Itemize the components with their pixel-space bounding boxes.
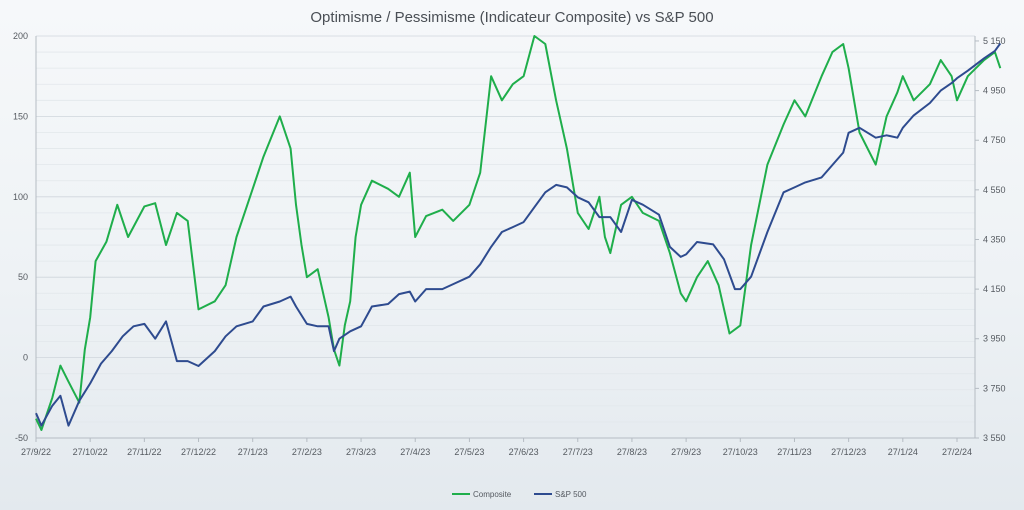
y-left-tick-label: 50 (18, 272, 28, 282)
y-right-tick-label: 3 750 (983, 383, 1006, 393)
series-lines (35, 35, 1002, 431)
x-tick-label: 27/1/24 (888, 447, 918, 457)
y-left-tick-label: -50 (15, 433, 28, 443)
y-left-tick-label: 200 (13, 31, 28, 41)
axes: -50 0 50 100 150 200 3 550 3 750 3 950 4 150 4 350… (13, 31, 1006, 457)
x-tick-label: 27/11/22 (127, 447, 161, 457)
legend-label: Composite (473, 490, 512, 499)
y-right-tick-label: 4 750 (983, 135, 1006, 145)
x-tick-label: 27/4/23 (400, 447, 430, 457)
y-right-tick-label: 4 350 (983, 234, 1006, 244)
x-tick-label: 27/12/22 (181, 447, 216, 457)
legend-label: S&P 500 (555, 490, 587, 499)
x-tick-label: 27/9/22 (21, 447, 51, 457)
legend: Composite S&P 500 (452, 490, 587, 499)
x-tick-label: 27/10/23 (723, 447, 758, 457)
y-right-tick-label: 4 550 (983, 185, 1006, 195)
x-tick-label: 27/2/24 (942, 447, 972, 457)
y-left-tick-label: 100 (13, 192, 28, 202)
x-tick-label: 27/2/23 (292, 447, 322, 457)
series-line-s-p-500 (35, 42, 1002, 427)
x-tick-label: 27/9/23 (671, 447, 701, 457)
x-tick-label: 27/8/23 (617, 447, 647, 457)
y-right-tick-label: 5 150 (983, 36, 1006, 46)
y-right-tick-label: 3 550 (983, 433, 1006, 443)
y-left-tick-label: 0 (23, 353, 28, 363)
x-tick-label: 27/7/23 (563, 447, 593, 457)
series-line-composite (35, 35, 1002, 431)
x-tick-label: 27/6/23 (509, 447, 539, 457)
x-tick-label: 27/11/23 (777, 447, 811, 457)
y-right-tick-label: 3 950 (983, 334, 1006, 344)
x-tick-label: 27/1/23 (238, 447, 268, 457)
x-tick-label: 27/12/23 (831, 447, 866, 457)
y-right-tick-label: 4 150 (983, 284, 1006, 294)
x-tick-label: 27/3/23 (346, 447, 376, 457)
x-tick-label: 27/10/22 (73, 447, 108, 457)
y-left-tick-label: 150 (13, 111, 28, 121)
x-tick-label: 27/5/23 (454, 447, 484, 457)
y-right-tick-label: 4 950 (983, 86, 1006, 96)
chart-title: Optimisme / Pessimisme (Indicateur Compo… (310, 9, 713, 26)
